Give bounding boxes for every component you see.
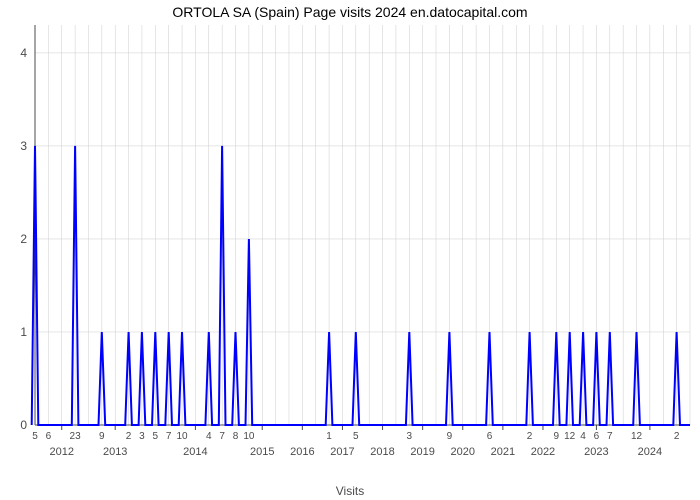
svg-text:2021: 2021 — [491, 446, 515, 458]
svg-text:2: 2 — [126, 431, 132, 442]
svg-text:2020: 2020 — [451, 446, 475, 458]
svg-text:0: 0 — [20, 418, 27, 432]
svg-text:12: 12 — [631, 431, 643, 442]
svg-text:1: 1 — [326, 431, 332, 442]
svg-text:3: 3 — [20, 139, 27, 153]
svg-text:2018: 2018 — [370, 446, 394, 458]
svg-text:4: 4 — [206, 431, 212, 442]
svg-text:2022: 2022 — [531, 446, 555, 458]
svg-text:7: 7 — [607, 431, 613, 442]
svg-text:4: 4 — [20, 46, 27, 60]
svg-text:7: 7 — [166, 431, 172, 442]
svg-text:2016: 2016 — [290, 446, 314, 458]
x-axis-label: Visits — [0, 484, 700, 498]
svg-text:2: 2 — [674, 431, 680, 442]
svg-text:1: 1 — [20, 325, 27, 339]
svg-text:6: 6 — [487, 431, 493, 442]
svg-text:2017: 2017 — [330, 446, 354, 458]
svg-text:7: 7 — [219, 431, 225, 442]
svg-text:4: 4 — [580, 431, 586, 442]
svg-text:3: 3 — [139, 431, 145, 442]
svg-text:5: 5 — [153, 431, 159, 442]
svg-text:5: 5 — [353, 431, 359, 442]
svg-text:2013: 2013 — [103, 446, 127, 458]
svg-text:2019: 2019 — [410, 446, 434, 458]
svg-text:6: 6 — [594, 431, 600, 442]
visits-chart: 0123420122013201420152016201720182019202… — [0, 0, 700, 500]
svg-text:2014: 2014 — [183, 446, 207, 458]
svg-text:10: 10 — [176, 431, 188, 442]
svg-text:9: 9 — [554, 431, 560, 442]
svg-text:2012: 2012 — [49, 446, 73, 458]
svg-text:10: 10 — [243, 431, 255, 442]
svg-text:3: 3 — [407, 431, 413, 442]
svg-text:8: 8 — [233, 431, 239, 442]
svg-text:5: 5 — [32, 431, 38, 442]
svg-text:2: 2 — [527, 431, 533, 442]
svg-text:2023: 2023 — [584, 446, 608, 458]
svg-text:23: 23 — [70, 431, 82, 442]
svg-text:12: 12 — [564, 431, 576, 442]
svg-text:2: 2 — [20, 232, 27, 246]
svg-text:6: 6 — [46, 431, 52, 442]
svg-text:9: 9 — [99, 431, 105, 442]
svg-text:2015: 2015 — [250, 446, 274, 458]
svg-text:9: 9 — [447, 431, 453, 442]
svg-text:2024: 2024 — [638, 446, 662, 458]
